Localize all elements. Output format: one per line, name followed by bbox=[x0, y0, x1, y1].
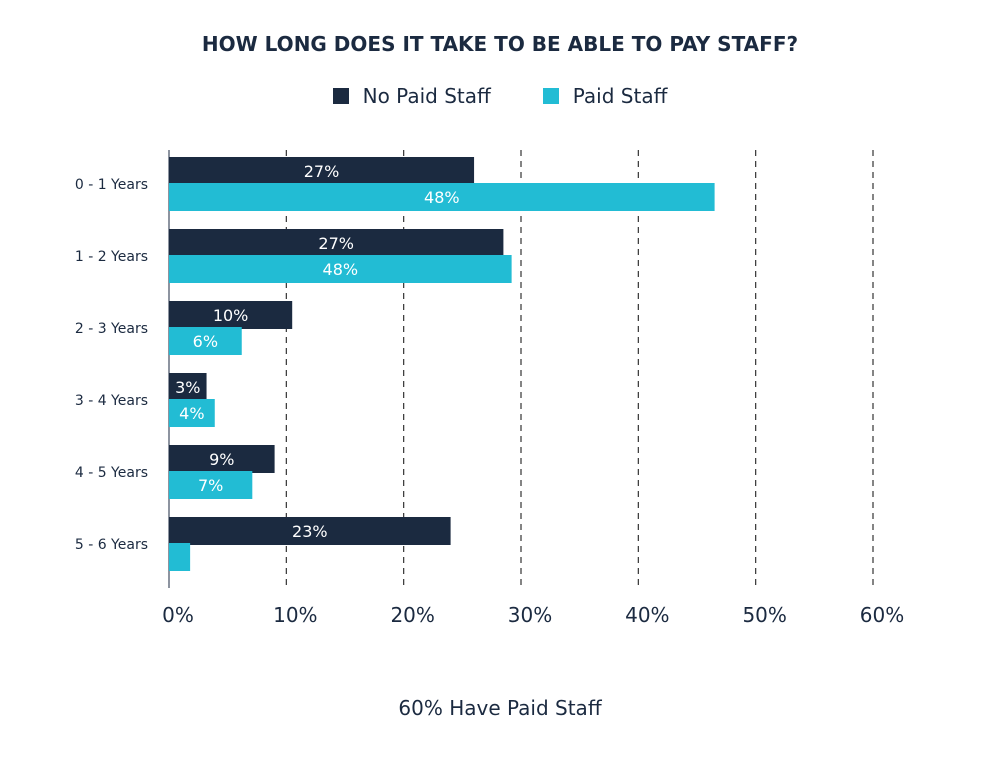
data-label: 23% bbox=[292, 522, 328, 541]
x-tick-label: 10% bbox=[273, 603, 317, 627]
y-category-label: 1 - 2 Years bbox=[75, 249, 148, 265]
x-tick-label: 30% bbox=[508, 603, 552, 627]
bar-no-paid-staff bbox=[169, 445, 275, 473]
bar-no-paid-staff bbox=[169, 229, 504, 257]
bar-paid-staff bbox=[169, 543, 191, 571]
x-tick-label: 60% bbox=[860, 603, 904, 627]
data-label: 27% bbox=[304, 162, 340, 181]
bar-paid-staff bbox=[169, 183, 715, 211]
x-tick-label: 20% bbox=[390, 603, 434, 627]
data-label: 48% bbox=[323, 260, 359, 279]
y-category-label: 4 - 5 Years bbox=[75, 465, 148, 481]
y-category-label: 2 - 3 Years bbox=[75, 321, 148, 337]
legend-item-paid-staff: Paid Staff bbox=[542, 84, 668, 108]
data-label: 3% bbox=[175, 378, 200, 397]
y-category-label: 0 - 1 Years bbox=[75, 177, 148, 193]
bar-no-paid-staff bbox=[169, 373, 207, 401]
x-tick-label: 40% bbox=[625, 603, 669, 627]
bar-no-paid-staff bbox=[169, 301, 293, 329]
legend: No Paid Staff Paid Staff bbox=[0, 84, 1000, 108]
data-label: 9% bbox=[209, 450, 234, 469]
legend-swatch-paid-staff bbox=[542, 88, 559, 104]
bar-paid-staff bbox=[169, 471, 253, 499]
bar-paid-staff bbox=[169, 327, 242, 355]
legend-label-no-paid-staff: No Paid Staff bbox=[362, 84, 491, 108]
data-label: 6% bbox=[193, 332, 218, 351]
data-label: 4% bbox=[179, 404, 204, 423]
legend-label-paid-staff: Paid Staff bbox=[572, 84, 668, 108]
data-label: 48% bbox=[424, 188, 460, 207]
bar-paid-staff bbox=[169, 255, 512, 283]
x-tick-label: 50% bbox=[742, 603, 786, 627]
y-category-label: 5 - 6 Years bbox=[75, 537, 148, 553]
bar-no-paid-staff bbox=[169, 157, 475, 185]
y-category-label: 3 - 4 Years bbox=[75, 393, 148, 409]
chart-title: HOW LONG DOES IT TAKE TO BE ABLE TO PAY … bbox=[201, 32, 799, 56]
data-label: 7% bbox=[198, 476, 223, 495]
x-tick-label: 0% bbox=[162, 603, 194, 627]
footer-note: 60% Have Paid Staff bbox=[398, 696, 602, 720]
bar-no-paid-staff bbox=[169, 517, 451, 545]
legend-swatch-no-paid-staff bbox=[332, 88, 349, 104]
legend-item-no-paid-staff: No Paid Staff bbox=[332, 84, 491, 108]
bar-paid-staff bbox=[169, 399, 215, 427]
data-label: 27% bbox=[318, 234, 354, 253]
data-label: 10% bbox=[213, 306, 249, 325]
